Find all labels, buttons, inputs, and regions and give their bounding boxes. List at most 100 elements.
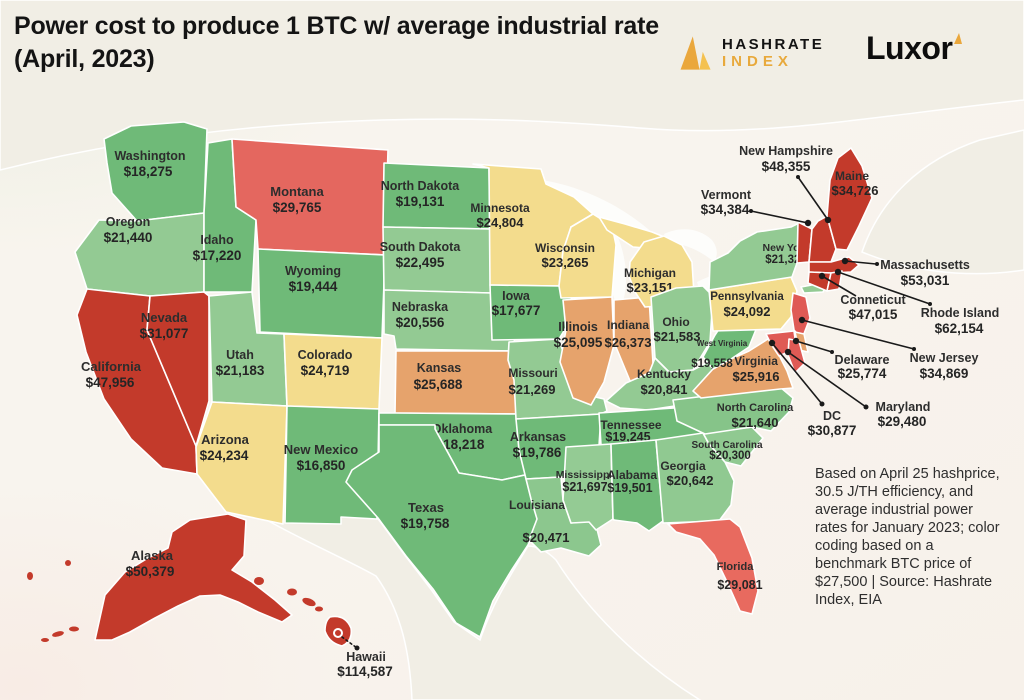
svg-text:$21,697: $21,697 [562, 480, 607, 494]
svg-text:Tennessee: Tennessee [600, 418, 661, 432]
svg-text:$20,471: $20,471 [523, 530, 570, 545]
svg-text:Nebraska: Nebraska [392, 300, 449, 314]
svg-text:Georgia: Georgia [660, 459, 706, 473]
svg-text:$21,583: $21,583 [654, 329, 701, 344]
state-arizona: Arizona $24,234 [195, 401, 288, 525]
svg-text:South Dakota: South Dakota [380, 240, 462, 254]
state-nevada: Nevada $31,077 [140, 291, 210, 447]
svg-text:$47,015: $47,015 [849, 307, 898, 322]
svg-text:Kentucky: Kentucky [637, 367, 691, 381]
state-texas: Texas $19,758 [345, 424, 547, 638]
svg-text:North Dakota: North Dakota [381, 179, 461, 193]
aleutian-island [27, 572, 33, 580]
svg-text:$20,841: $20,841 [641, 382, 688, 397]
svg-text:Oklahoma: Oklahoma [432, 422, 493, 436]
state-georgia: Georgia $20,642 [655, 432, 735, 524]
svg-text:Nevada: Nevada [141, 310, 188, 325]
svg-text:$29,765: $29,765 [273, 200, 322, 215]
svg-text:$24,719: $24,719 [301, 363, 350, 378]
svg-text:Alaska: Alaska [131, 548, 174, 563]
state-montana: Montana $29,765 [231, 138, 389, 256]
aleutian-island [41, 638, 49, 642]
aleutian-island [52, 631, 64, 637]
maritime-canada-landmass [861, 129, 1024, 275]
svg-text:$24,234: $24,234 [200, 448, 249, 463]
svg-text:$21,269: $21,269 [509, 382, 556, 397]
state-florida: Florida $29,081 [667, 518, 763, 615]
svg-text:$29,081: $29,081 [717, 578, 762, 592]
svg-text:Idaho: Idaho [200, 233, 234, 247]
svg-text:North Carolina: North Carolina [717, 402, 794, 414]
callout-vermont: Vermont $34,384 [701, 188, 812, 227]
hashrate-logo-line1: HASHRATE [722, 36, 825, 53]
svg-text:$24,804: $24,804 [477, 215, 525, 230]
svg-text:$22,495: $22,495 [396, 255, 445, 270]
hawaii-island [302, 597, 316, 607]
state-ohio: Ohio $21,583 [650, 285, 714, 373]
callout-connecticut: Conneticut $47,015 [818, 272, 906, 322]
state-louisiana: Louisiana $20,471 [509, 476, 602, 557]
svg-text:$25,774: $25,774 [838, 366, 887, 381]
luxor-logo: Luxor [866, 32, 964, 64]
svg-text:$19,786: $19,786 [513, 445, 562, 460]
svg-text:$62,154: $62,154 [935, 321, 984, 336]
svg-text:South Carolina: South Carolina [691, 440, 763, 451]
svg-text:Kansas: Kansas [417, 361, 462, 375]
svg-text:Michigan: Michigan [624, 266, 676, 280]
svg-text:$30,877: $30,877 [808, 423, 857, 438]
callout-dc: DC $30,877 [768, 339, 857, 438]
svg-text:Wisconsin: Wisconsin [535, 241, 595, 255]
mexico-landmass [193, 469, 702, 700]
svg-text:$19,131: $19,131 [396, 194, 445, 209]
svg-text:$19,758: $19,758 [401, 516, 450, 531]
state-alaska: Alaska $50,379 [27, 513, 293, 642]
svg-text:$23,151: $23,151 [627, 280, 674, 295]
callout-massachusetts: Massachusetts $53,031 [841, 257, 970, 288]
page-title: Power cost to produce 1 BTC w/ average i… [14, 12, 659, 73]
callout-rhode-island: Rhode Island $62,154 [834, 268, 999, 336]
svg-text:Massachusetts: Massachusetts [880, 258, 970, 272]
state-colorado: Colorado $24,719 [283, 333, 383, 410]
lake-huron [664, 229, 717, 262]
callout-delaware: Delaware $25,774 [792, 337, 889, 381]
svg-text:$20,642: $20,642 [667, 473, 714, 488]
svg-text:$17,220: $17,220 [193, 248, 242, 263]
svg-text:Montana: Montana [270, 184, 324, 199]
svg-text:Vermont: Vermont [701, 188, 752, 202]
state-idaho: Idaho $17,220 [193, 138, 257, 293]
svg-text:$50,379: $50,379 [126, 564, 175, 579]
svg-text:$19,558: $19,558 [691, 358, 733, 370]
svg-text:Utah: Utah [226, 348, 254, 362]
hashrate-index-logo: HASHRATE INDEX [676, 33, 824, 73]
svg-text:New Hampshire: New Hampshire [739, 144, 833, 158]
svg-text:$48,355: $48,355 [762, 159, 811, 174]
svg-text:$26,373: $26,373 [605, 335, 652, 350]
aleutian-island [69, 626, 79, 632]
state-maine: Maine $34,726 [826, 147, 879, 251]
svg-text:$17,677: $17,677 [492, 303, 541, 318]
state-wyoming: Wyoming $19,444 [257, 248, 386, 339]
hawaii-island [287, 588, 297, 596]
state-nebraska: Nebraska $20,556 [383, 289, 516, 352]
state-oregon: Oregon $21,440 [74, 212, 205, 297]
svg-text:$47,956: $47,956 [86, 375, 135, 390]
svg-text:Texas: Texas [408, 500, 444, 515]
svg-text:Louisiana: Louisiana [509, 498, 565, 512]
svg-text:Indiana: Indiana [607, 318, 649, 332]
state-wisconsin: Wisconsin $23,265 [535, 213, 617, 299]
svg-text:$21,640: $21,640 [732, 415, 779, 430]
svg-text:Maine: Maine [835, 169, 869, 183]
svg-text:$20,300: $20,300 [709, 450, 751, 462]
callout-maryland: Maryland $29,480 [784, 348, 930, 429]
luxor-logo-text: Luxor [866, 30, 953, 66]
svg-text:Ohio: Ohio [662, 315, 689, 329]
state-alabama: Alabama $19,501 [607, 439, 664, 532]
svg-text:Alabama: Alabama [607, 468, 657, 482]
svg-text:Wyoming: Wyoming [285, 264, 341, 278]
svg-text:Rhode Island: Rhode Island [921, 306, 999, 320]
svg-text:Mississippi: Mississippi [556, 469, 613, 481]
svg-text:$19,245: $19,245 [605, 430, 650, 444]
hawaii-island [315, 606, 323, 612]
svg-text:Conneticut: Conneticut [840, 293, 906, 307]
